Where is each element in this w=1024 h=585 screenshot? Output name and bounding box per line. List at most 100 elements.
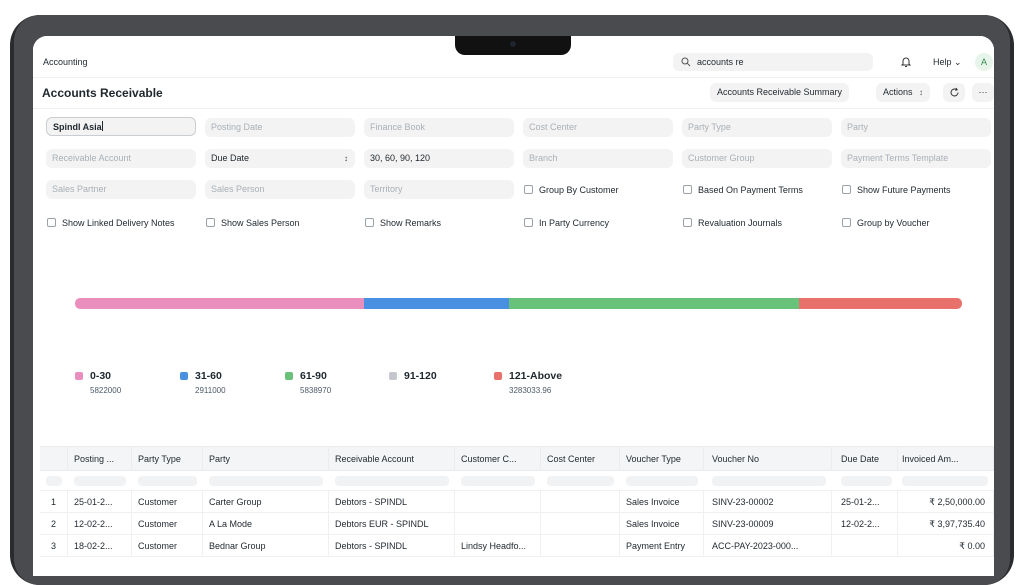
table-cell[interactable]: SINV-23-00009 [706,513,832,535]
show-sales-person-checkbox[interactable]: Show Sales Person [206,217,300,229]
table-cell[interactable]: SINV-23-00002 [706,491,832,513]
party-type-field[interactable]: Party Type [682,118,832,137]
column-header[interactable]: Invoiced Am... [896,447,994,472]
column-header[interactable]: Party Type [132,447,203,472]
table-cell[interactable]: ACC-PAY-2023-000... [706,535,832,557]
search-bar[interactable]: accounts re [673,53,873,71]
column-filter-input[interactable] [547,476,614,486]
table-cell[interactable]: Payment Entry [620,535,704,557]
column-filter-input[interactable] [335,476,449,486]
show-future-payments-checkbox[interactable]: Show Future Payments [842,184,951,196]
sales-partner-field[interactable]: Sales Partner [46,180,196,199]
company-field[interactable]: Spindl Asia [46,117,196,136]
column-filter-input[interactable] [138,476,197,486]
checkbox-box[interactable] [842,218,851,227]
column-header[interactable]: Customer C... [455,447,541,472]
cost-center-field[interactable]: Cost Center [523,118,673,137]
table-cell[interactable]: A La Mode [203,513,329,535]
search-input[interactable]: accounts re [697,57,744,67]
table-cell[interactable]: Bednar Group [203,535,329,557]
column-header[interactable]: Party [203,447,329,472]
group-by-voucher-checkbox[interactable]: Group by Voucher [842,217,930,229]
checkbox-box[interactable] [47,218,56,227]
territory-field[interactable]: Territory [364,180,514,199]
checkbox-box[interactable] [842,185,851,194]
checkbox-box[interactable] [524,185,533,194]
table-row[interactable]: 1 25-01-2... Customer Carter Group Debtors -… [40,491,994,513]
table-cell[interactable]: ₹ 3,97,735.40 [896,513,994,535]
column-header[interactable]: Voucher Type [620,447,704,472]
table-cell[interactable]: Debtors - SPINDL [329,535,455,557]
table-cell[interactable]: Customer [132,535,203,557]
table-row[interactable]: 3 18-02-2... Customer Bednar Group Debtors -… [40,535,994,557]
column-filter-input[interactable] [74,476,126,486]
table-cell[interactable]: Sales Invoice [620,513,704,535]
posting-date-field[interactable]: Posting Date [205,118,355,137]
table-cell[interactable]: Debtors EUR - SPINDL [329,513,455,535]
checkbox-box[interactable] [683,218,692,227]
bar-segment-61-90[interactable] [508,298,799,309]
range-field[interactable]: 30, 60, 90, 120 [364,149,514,168]
column-header[interactable]: Posting ... [68,447,132,472]
bar-segment-121-above[interactable] [798,298,962,309]
table-cell[interactable]: Carter Group [203,491,329,513]
user-avatar[interactable]: A [975,53,993,71]
actions-dropdown[interactable]: Actions ↕ [876,83,931,102]
group-by-customer-checkbox[interactable]: Group By Customer [524,184,619,196]
table-cell[interactable]: ₹ 2,50,000.00 [896,491,994,513]
receivable-account-field[interactable]: Receivable Account [46,149,196,168]
party-field[interactable]: Party [841,118,991,137]
show-linked-delivery-notes-checkbox[interactable]: Show Linked Delivery Notes [47,217,175,229]
table-cell[interactable] [455,513,541,535]
refresh-button[interactable] [943,83,965,102]
table-cell[interactable] [541,513,620,535]
column-header[interactable]: Receivable Account [329,447,455,472]
checkbox-box[interactable] [206,218,215,227]
column-filter-input[interactable] [461,476,535,486]
table-cell[interactable]: 18-02-2... [68,535,132,557]
table-cell[interactable]: ₹ 0.00 [896,535,994,557]
table-row[interactable]: 2 12-02-2... Customer A La Mode Debtors EUR … [40,513,994,535]
table-cell[interactable]: 12-02-2... [68,513,132,535]
based-on-payment-terms-checkbox[interactable]: Based On Payment Terms [683,184,803,196]
column-filter-input[interactable] [209,476,323,486]
table-cell[interactable]: Debtors - SPINDL [329,491,455,513]
customer-group-field[interactable]: Customer Group [682,149,832,168]
column-filter-input[interactable] [626,476,698,486]
revaluation-journals-checkbox[interactable]: Revaluation Journals [683,217,782,229]
checkbox-box[interactable] [683,185,692,194]
column-filter-input[interactable] [712,476,826,486]
table-cell[interactable] [835,535,898,557]
table-cell[interactable]: Lindsy Headfo... [455,535,541,557]
more-options-button[interactable]: ··· [972,83,994,102]
checkbox-box[interactable] [365,218,374,227]
notification-bell-icon[interactable] [899,55,913,69]
column-filter-input[interactable] [902,476,988,486]
table-cell[interactable]: Customer [132,513,203,535]
in-party-currency-checkbox[interactable]: In Party Currency [524,217,609,229]
table-cell[interactable] [455,491,541,513]
table-cell[interactable]: Sales Invoice [620,491,704,513]
ageing-based-on-select[interactable]: Due Date ↕ [205,149,355,168]
column-header[interactable]: Voucher No [706,447,832,472]
table-cell[interactable]: Customer [132,491,203,513]
bar-segment-31-60[interactable] [364,298,509,309]
sales-person-field[interactable]: Sales Person [205,180,355,199]
show-remarks-checkbox[interactable]: Show Remarks [365,217,441,229]
breadcrumb-accounting[interactable]: Accounting [43,57,88,67]
table-cell[interactable] [541,491,620,513]
table-cell[interactable]: 25-01-2... [68,491,132,513]
table-cell[interactable] [541,535,620,557]
finance-book-field[interactable]: Finance Book [364,118,514,137]
branch-field[interactable]: Branch [523,149,673,168]
column-header[interactable]: Due Date [835,447,898,472]
help-dropdown[interactable]: Help ⌄ [933,57,962,68]
checkbox-box[interactable] [524,218,533,227]
table-cell[interactable]: 12-02-2... [835,513,898,535]
column-filter-input[interactable] [841,476,892,486]
table-cell[interactable]: 25-01-2... [835,491,898,513]
accounts-receivable-summary-button[interactable]: Accounts Receivable Summary [710,83,850,102]
payment-terms-template-field[interactable]: Payment Terms Template [841,149,991,168]
column-header[interactable]: Cost Center [541,447,620,472]
bar-segment-0-30[interactable] [75,298,365,309]
